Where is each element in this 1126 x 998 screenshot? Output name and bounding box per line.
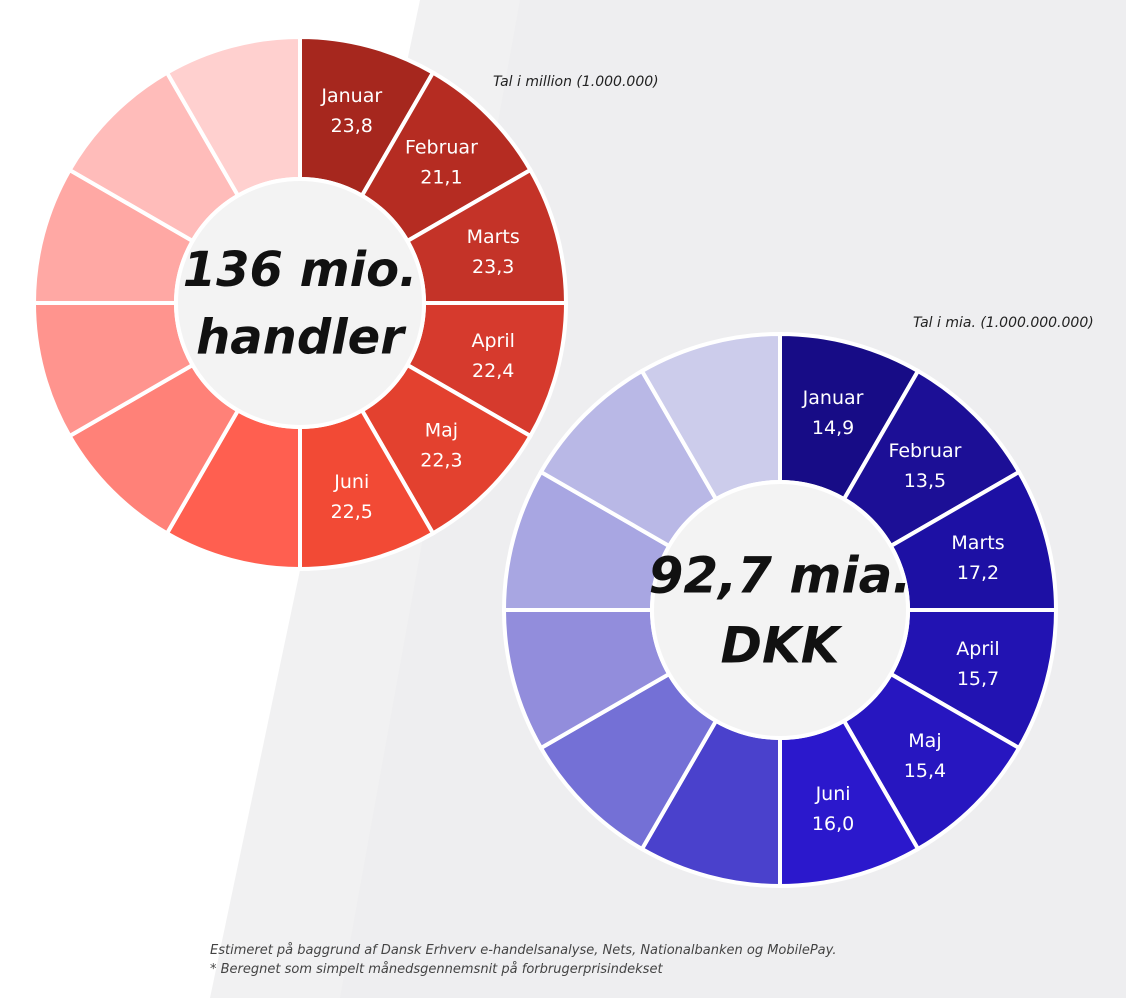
segment-value-label: 15,4 bbox=[904, 760, 946, 782]
segment-value-label: 23,3 bbox=[472, 256, 514, 278]
center-text-line: DKK bbox=[721, 617, 843, 675]
segment-month-label: April bbox=[471, 330, 514, 352]
donut-outer-edge bbox=[502, 332, 1058, 888]
segment-value-label: 16,0 bbox=[812, 813, 854, 835]
segment-value-label: 17,2 bbox=[957, 562, 999, 584]
segment-value-label: 22,3 bbox=[420, 449, 462, 471]
segment-month-label: Maj bbox=[908, 730, 941, 752]
segment-value-label: 15,7 bbox=[957, 668, 999, 690]
segment-value-label: 14,9 bbox=[812, 417, 854, 439]
segment-value-label: 21,1 bbox=[420, 167, 462, 189]
segment-month-label: April bbox=[956, 638, 999, 660]
donut-chart-transactions: Januar 23,8 Februar 21,1 Marts 23,3 April 22,4 M… bbox=[31, 34, 569, 572]
segment-month-label: Marts bbox=[467, 226, 520, 248]
segment-month-label: Juni bbox=[815, 783, 851, 805]
segment-value-label: 23,8 bbox=[331, 115, 373, 137]
segment-month-label: Februar bbox=[405, 137, 478, 159]
source-footnote: Estimeret på baggrund af Dansk Erhverv e… bbox=[210, 943, 837, 958]
donut-chart-amount: Januar 14,9 Februar 13,5 Marts 17,2 April 15,7 M… bbox=[501, 331, 1059, 889]
segment-month-label: Marts bbox=[951, 532, 1004, 554]
center-text-line: handler bbox=[196, 309, 407, 365]
segment-value-label: 13,5 bbox=[904, 470, 946, 492]
segment-value-label: 22,4 bbox=[472, 360, 514, 382]
donut-center-transactions bbox=[174, 177, 426, 429]
unit-note-amount: Tal i mia. (1.000.000.000) bbox=[913, 315, 1094, 331]
segment-month-label: Februar bbox=[888, 440, 961, 462]
donut-outer-edge bbox=[32, 35, 568, 571]
segment-value-label: 22,5 bbox=[331, 501, 373, 523]
segment-month-label: Juni bbox=[333, 471, 369, 493]
donut-center-amount bbox=[650, 480, 910, 740]
unit-note-transactions: Tal i million (1.000.000) bbox=[493, 74, 659, 90]
method-footnote: * Beregnet som simpelt månedsgennemsnit … bbox=[210, 962, 663, 977]
center-text-line: 136 mio. bbox=[183, 242, 418, 298]
segment-month-label: Maj bbox=[425, 419, 458, 441]
center-text-line: 92,7 mia. bbox=[649, 547, 912, 605]
segment-month-label: Januar bbox=[320, 85, 382, 107]
segment-month-label: Januar bbox=[802, 387, 864, 409]
